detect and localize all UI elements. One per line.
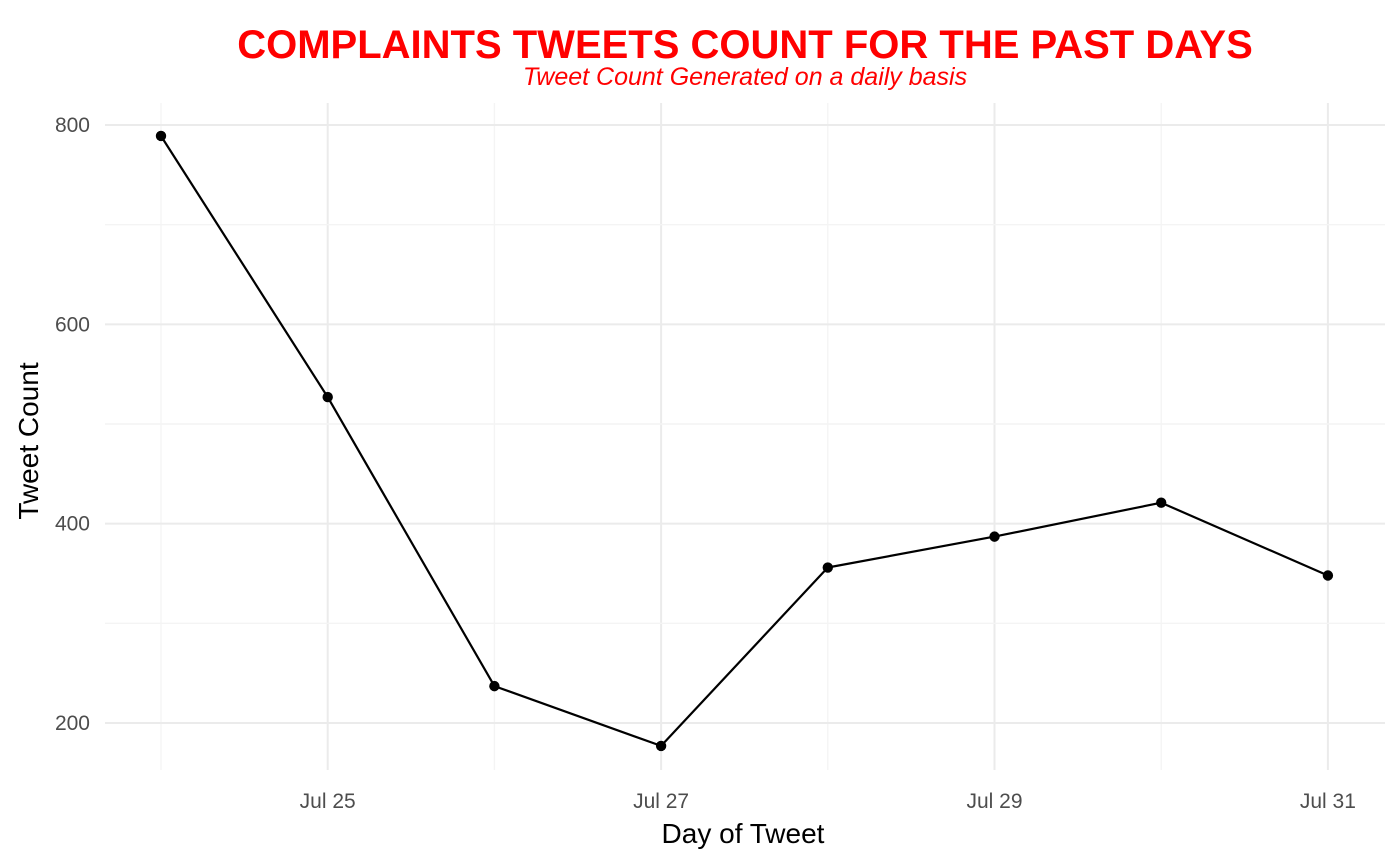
- y-tick-label: 400: [55, 513, 90, 536]
- x-tick-label: Jul 27: [633, 790, 689, 813]
- data-point: [489, 680, 500, 692]
- data-point: [655, 740, 667, 752]
- data-point: [1156, 497, 1167, 508]
- chart-title: COMPLAINTS TWEETS COUNT FOR THE PAST DAY…: [237, 23, 1253, 67]
- series-line: [160, 135, 1329, 748]
- x-tick-label: Jul 25: [300, 790, 356, 813]
- data-point: [322, 391, 333, 403]
- x-axis-title: Day of Tweet: [662, 818, 825, 849]
- y-tick-label: 200: [55, 712, 90, 735]
- data-point: [1322, 570, 1334, 581]
- series: [155, 130, 1334, 752]
- data-point: [989, 531, 1000, 542]
- y-tick-label: 800: [55, 114, 90, 137]
- data-point: [822, 562, 833, 573]
- y-axis-title: Tweet Count: [13, 362, 44, 519]
- y-tick-label: 600: [55, 313, 90, 336]
- x-axis-ticks: Jul 25 Jul 27 Jul 29 Jul 31: [300, 790, 1356, 813]
- chart-subtitle: Tweet Count Generated on a daily basis: [523, 63, 967, 91]
- x-tick-label: Jul 29: [966, 790, 1022, 813]
- y-axis-ticks: 200 400 600 800: [55, 114, 90, 735]
- grid: [105, 103, 1385, 770]
- data-point: [155, 130, 167, 142]
- x-tick-label: Jul 31: [1300, 790, 1356, 813]
